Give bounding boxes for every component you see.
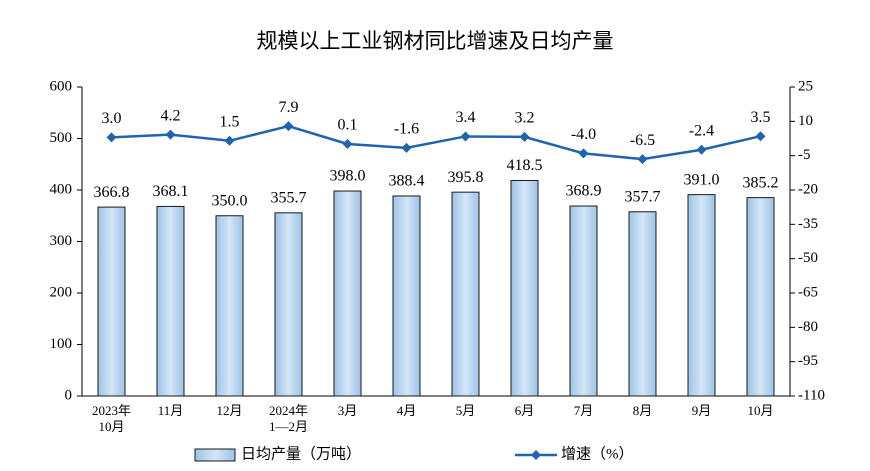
bar (687, 194, 716, 397)
bar-value-label: 368.1 (153, 183, 189, 200)
y-tick-label: 100 (50, 336, 73, 352)
bar (156, 205, 185, 397)
y2-tick-label: 25 (798, 78, 813, 94)
y2-tick-label: -50 (798, 250, 818, 266)
line-value-label: 0.1 (338, 117, 358, 134)
y-tick-label: 200 (50, 284, 73, 300)
y2-tick-label: -95 (798, 353, 818, 369)
y-tick-label: 600 (50, 78, 73, 94)
y2-tick-label: -65 (798, 284, 818, 300)
bar (274, 212, 303, 397)
line-value-label: -6.5 (630, 132, 655, 149)
bar (510, 179, 539, 397)
x-tick-label: 3月 (337, 403, 358, 418)
y2-tick-label: -5 (798, 147, 811, 163)
line-value-label: -1.6 (394, 121, 419, 138)
bar-value-label: 391.0 (684, 171, 720, 188)
x-tick-label: 10月 (747, 403, 774, 418)
x-tick-label: 2023年 10月 (91, 403, 131, 434)
bar-value-label: 388.4 (389, 173, 425, 190)
y2-tick-label: -110 (798, 387, 825, 403)
bar (392, 195, 421, 397)
line-value-label: 4.2 (161, 107, 181, 124)
bar (97, 206, 126, 397)
line (111, 124, 761, 161)
line-marker (106, 132, 117, 143)
line-marker (460, 131, 471, 142)
line-value-label: 3.2 (515, 110, 535, 127)
line-marker (519, 131, 530, 142)
x-tick-label: 9月 (691, 403, 712, 418)
bar-value-label: 368.9 (566, 183, 602, 200)
x-tick-label: 5月 (455, 403, 476, 418)
line-marker (342, 138, 353, 149)
line-marker (696, 144, 707, 155)
x-tick-label: 8月 (632, 403, 653, 418)
line-value-label: 7.9 (279, 99, 299, 116)
line-marker (224, 135, 235, 146)
y2-tick-label: -20 (798, 181, 818, 197)
x-tick-label: 6月 (514, 403, 535, 418)
x-tick-label: 12月 (216, 403, 243, 418)
bar (569, 205, 598, 397)
legend-label: 日均产量（万吨） (241, 445, 361, 462)
line-value-label: 3.5 (751, 109, 771, 126)
y2-tick-label: 10 (798, 113, 813, 129)
bar-value-label: 366.8 (94, 184, 130, 201)
bar (746, 197, 775, 397)
line-marker (283, 121, 294, 132)
y-tick-label: 400 (50, 181, 73, 197)
bar-value-label: 355.7 (271, 189, 307, 206)
bar-value-label: 398.0 (330, 168, 366, 185)
bar (333, 190, 362, 397)
bar-value-label: 350.0 (212, 192, 248, 209)
y-tick-label: 300 (50, 233, 73, 249)
x-tick-label: 11月 (157, 403, 184, 418)
bar-value-label: 357.7 (625, 188, 661, 205)
bar (451, 191, 480, 397)
y2-tick-label: -35 (798, 216, 818, 232)
line-value-label: 3.0 (102, 110, 122, 127)
legend-swatch (194, 448, 236, 462)
y2-tick-label: -80 (798, 319, 818, 335)
legend-label: 增速（%） (561, 445, 634, 462)
line-value-label: -2.4 (689, 122, 714, 139)
chart-title: 规模以上工业钢材同比增速及日均产量 (257, 29, 614, 53)
bar-value-label: 395.8 (448, 169, 484, 186)
line-marker (578, 148, 589, 159)
line-marker (755, 131, 766, 142)
y-tick-label: 500 (50, 130, 73, 146)
line-marker (637, 154, 648, 165)
bar-value-label: 385.2 (743, 174, 779, 191)
bar-value-label: 418.5 (507, 157, 543, 174)
bar (628, 211, 657, 397)
x-tick-label: 2024年 1—2月 (268, 403, 308, 434)
y-tick-label: 0 (65, 387, 73, 403)
line-marker (401, 142, 412, 153)
legend-marker (531, 450, 541, 460)
line-value-label: 3.4 (456, 109, 476, 126)
x-tick-label: 4月 (396, 403, 417, 418)
bar (215, 215, 244, 397)
line-value-label: -4.0 (571, 126, 596, 143)
line-value-label: 1.5 (220, 113, 240, 130)
x-tick-label: 7月 (573, 403, 594, 418)
line-marker (165, 129, 176, 140)
